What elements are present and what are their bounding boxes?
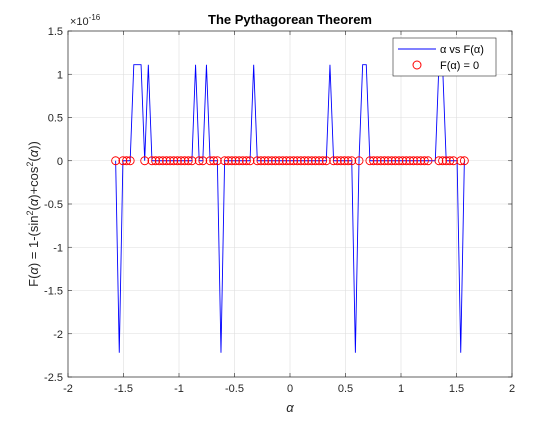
x-tick-label: -0.5 <box>225 383 244 395</box>
y-tick-label: 0.5 <box>48 113 63 125</box>
y-tick-label: -2.5 <box>44 372 63 384</box>
grid <box>68 31 512 377</box>
svg-text:×10-16: ×10-16 <box>70 13 101 28</box>
x-tick-label: 2 <box>509 383 515 395</box>
x-tick-label: 1 <box>398 383 404 395</box>
y-exponent-base: ×10 <box>70 16 89 28</box>
legend-series-1-label: α vs F(α) <box>440 44 484 56</box>
y-tick-label: 1 <box>57 69 63 81</box>
x-tick-label: 0 <box>287 383 293 395</box>
y-exponent-label: ×10-16 <box>70 13 101 28</box>
y-tick-label: -1.5 <box>44 286 63 298</box>
x-tick-label: -1 <box>174 383 184 395</box>
y-tick-label: -1 <box>53 242 63 254</box>
legend: α vs F(α) F(α) = 0 <box>393 38 496 76</box>
y-tick-label: -0.5 <box>44 199 63 211</box>
y-tick-label: 1.5 <box>48 26 63 38</box>
x-tick-label: 1.5 <box>449 383 464 395</box>
y-exponent-power: -16 <box>89 13 101 22</box>
legend-series-2-label: F(α) = 0 <box>440 60 479 72</box>
x-tick-label: -2 <box>63 383 73 395</box>
y-tick-label: -2 <box>53 329 63 341</box>
y-tick-label: 0 <box>57 156 63 168</box>
chart-title: The Pythagorean Theorem <box>208 12 372 27</box>
x-tick-label: 0.5 <box>338 383 353 395</box>
y-axis-label: F(α) = 1-(sin2(α)+cos2(α)) <box>25 141 41 287</box>
x-tick-label: -1.5 <box>114 383 133 395</box>
x-axis-label: α <box>286 400 294 415</box>
